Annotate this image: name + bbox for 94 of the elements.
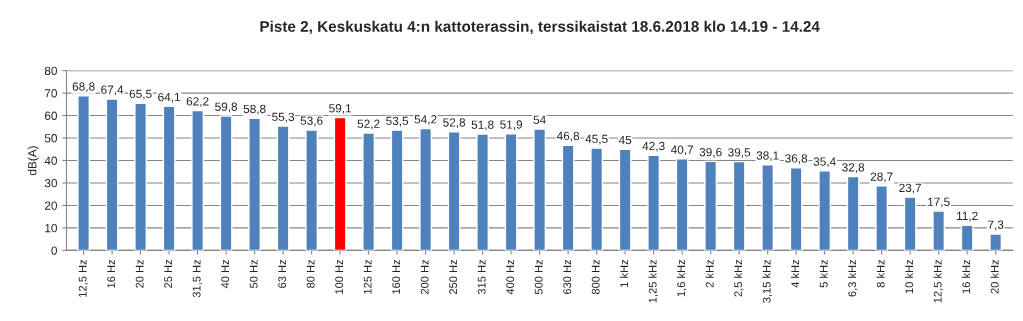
x-tick-label: 500 Hz <box>534 259 543 295</box>
x-tick-label: 400 Hz <box>506 259 515 295</box>
data-label: 7,3 <box>988 220 1004 231</box>
data-label: 65,5 <box>129 89 152 100</box>
x-tick-label: 3,15 kHz <box>762 259 772 303</box>
data-label: 17,5 <box>928 197 950 208</box>
data-label: 62,2 <box>186 97 209 107</box>
bar <box>732 160 746 251</box>
bar <box>191 109 205 251</box>
data-label: 36,8 <box>785 154 808 164</box>
x-tick-label: 25 Hz <box>164 259 173 288</box>
x-tick-label: 1,25 kHz <box>648 259 658 303</box>
bar <box>675 158 689 251</box>
data-label: 53,6 <box>300 116 323 127</box>
data-label: 51,9 <box>500 120 523 131</box>
x-tick-label: 12,5 kHz <box>933 259 943 303</box>
bar <box>960 224 974 251</box>
data-label: 53,5 <box>386 116 409 127</box>
x-tick-label: 5 kHz <box>819 259 828 288</box>
x-tick-label: 31,5 Hz <box>192 259 202 298</box>
y-tick-label: 60 <box>44 111 58 120</box>
chart-title: Piste 2, Keskuskatu 4:n kattoterassin, terssikaistat 18.6.2018 klo 14.19 - 14.24 <box>260 20 820 35</box>
y-tick-label: 30 <box>44 179 58 188</box>
bar <box>647 154 661 251</box>
data-label: 68,8 <box>72 82 95 93</box>
x-tick-label: 630 Hz <box>563 259 572 295</box>
x-tick-label: 8 kHz <box>876 259 885 288</box>
bar <box>362 132 376 251</box>
bar <box>846 175 860 251</box>
data-label: 23,7 <box>899 183 922 194</box>
x-tick-label: 80 Hz <box>306 259 315 288</box>
x-tick-label: 6,3 kHz <box>847 259 858 297</box>
y-tick-label: 70 <box>44 89 58 98</box>
data-label: 28,7 <box>870 172 893 183</box>
data-label: 59,1 <box>329 104 352 114</box>
data-label: 67,4 <box>101 85 124 96</box>
bar <box>476 133 490 251</box>
x-tick-label: 2,5 kHz <box>733 259 744 297</box>
x-tick-label: 125 Hz <box>363 259 372 294</box>
data-label: 64,1 <box>158 92 181 103</box>
y-tick-label: 80 <box>44 66 58 76</box>
x-tick-label: 10 kHz <box>904 259 914 294</box>
bar <box>248 117 262 251</box>
y-tick-label: 50 <box>44 134 58 143</box>
x-tick-label: 315 Hz <box>477 259 486 295</box>
data-label: 46,8 <box>556 131 580 142</box>
data-label: 40,7 <box>670 145 694 156</box>
data-label: 55,3 <box>272 112 295 123</box>
y-tick-label: 10 <box>45 223 58 233</box>
bar <box>219 115 233 251</box>
data-label: 38,1 <box>756 151 779 162</box>
x-tick-label: 16 Hz <box>107 259 116 288</box>
y-tick-label: 20 <box>44 201 58 210</box>
x-tick-label: 20 Hz <box>135 259 144 288</box>
x-tick-label: 1,6 kHz <box>676 259 687 297</box>
bar <box>447 131 461 251</box>
y-tick-label: 0 <box>51 246 58 255</box>
y-tick-label: 40 <box>44 156 58 165</box>
x-tick-label: 250 Hz <box>449 259 458 295</box>
x-tick-label: 4 kHz <box>790 259 800 288</box>
data-label: 39,6 <box>699 147 722 158</box>
x-tick-label: 1 kHz <box>619 259 629 287</box>
x-tick-label: 160 Hz <box>392 259 401 294</box>
data-label: 54 <box>533 115 546 124</box>
x-tick-label: 200 Hz <box>420 259 429 295</box>
data-label: 59,8 <box>215 102 238 113</box>
bar <box>162 105 176 251</box>
x-tick-label: 12,5 Hz <box>78 259 88 297</box>
data-label: 11,2 <box>957 211 978 222</box>
data-label: 39,5 <box>728 148 751 158</box>
x-tick-label: 63 Hz <box>278 259 287 288</box>
x-tick-label: 2 kHz <box>705 259 714 288</box>
data-label: 35,4 <box>813 157 836 168</box>
data-label: 42,3 <box>642 141 665 152</box>
data-label: 51,8 <box>471 120 494 131</box>
bar <box>704 160 718 251</box>
bar <box>504 133 518 251</box>
bar <box>134 102 147 251</box>
data-label: 52,2 <box>357 119 380 130</box>
x-tick-label: 800 Hz <box>591 259 600 295</box>
x-tick-label: 40 Hz <box>221 259 230 289</box>
bar <box>561 144 575 251</box>
data-label: 45 <box>618 135 632 145</box>
data-label: 45,5 <box>585 134 608 145</box>
data-label: 52,8 <box>443 118 466 129</box>
data-label: 54,2 <box>414 115 437 125</box>
bar <box>618 148 632 251</box>
x-tick-label: 20 kHz <box>990 259 999 294</box>
data-label: 58,8 <box>243 104 266 115</box>
x-tick-label: 50 Hz <box>249 259 258 288</box>
x-tick-label: 16 kHz <box>961 259 971 294</box>
y-axis-title: dB(A) <box>27 146 39 176</box>
data-label: 32,8 <box>842 163 865 173</box>
x-tick-label: 100 Hz <box>335 259 344 294</box>
